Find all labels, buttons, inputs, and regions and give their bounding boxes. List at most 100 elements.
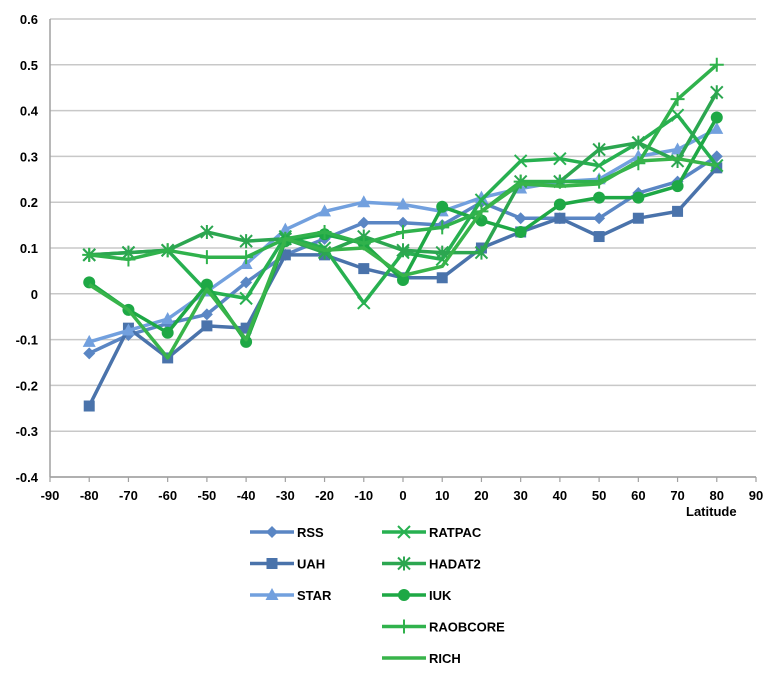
y-tick-label: 0.5 <box>20 58 38 73</box>
data-point-marker <box>82 334 96 347</box>
legend-label: UAH <box>297 557 325 572</box>
data-point-marker <box>514 225 527 238</box>
x-tick-label: 90 <box>749 488 763 503</box>
x-tick-label: 10 <box>435 488 449 503</box>
x-axis-title: Latitude <box>686 504 737 519</box>
legend-item-rss: RSS <box>250 525 324 540</box>
legend-item-ratpac: RATPAC <box>382 525 482 540</box>
data-point-marker <box>396 224 410 239</box>
legend-label: RSS <box>297 525 324 540</box>
data-point-marker <box>554 212 566 224</box>
y-tick-labels: -0.4 -0.3 -0.2 -0.1 0 0.1 0.2 0.3 0.4 0.5 0.6 <box>16 12 39 485</box>
x-tick-label: -80 <box>80 488 99 503</box>
data-point-marker <box>593 212 606 225</box>
x-tick-label: 30 <box>513 488 527 503</box>
legend: RSS UAH STAR RATPAC HADAT2 IUK RAOBCORE RICH <box>250 525 505 666</box>
data-point-marker <box>397 216 409 229</box>
data-point-marker <box>160 243 175 258</box>
data-point-marker <box>82 247 97 262</box>
data-point-marker <box>357 195 371 208</box>
x-tick-label: 70 <box>670 488 684 503</box>
data-point-marker <box>398 589 410 601</box>
x-tick-label: 40 <box>553 488 567 503</box>
data-point-marker <box>710 85 724 100</box>
legend-label: STAR <box>297 588 332 603</box>
data-point-marker <box>670 108 685 122</box>
legend-item-raobcore: RAOBCORE <box>382 619 505 635</box>
data-point-marker <box>266 558 278 569</box>
data-point-marker <box>358 263 370 275</box>
data-point-marker <box>474 190 488 203</box>
data-point-marker <box>240 322 252 334</box>
data-point-marker <box>592 158 606 173</box>
data-point-marker <box>357 216 370 229</box>
data-point-marker <box>711 162 723 174</box>
data-point-marker <box>593 191 606 204</box>
data-point-marker <box>121 323 135 336</box>
data-point-marker <box>239 291 253 306</box>
data-point-marker <box>474 193 489 207</box>
x-tick-label: 20 <box>474 488 488 503</box>
y-tick-label: -0.1 <box>16 333 38 348</box>
data-point-marker <box>199 250 214 265</box>
data-point-marker <box>435 220 450 235</box>
legend-item-uah: UAH <box>250 557 325 572</box>
legend-label: RICH <box>429 651 461 666</box>
data-point-marker <box>670 92 685 107</box>
x-tick-label: -90 <box>41 488 60 503</box>
x-tick-labels: -90 -80 -70 -60 -50 -40 -30 -20 -10 0 10 20 30 40 50 60… <box>41 488 764 503</box>
data-point-marker <box>396 197 410 210</box>
data-point-marker <box>632 212 644 224</box>
legend-label: IUK <box>429 588 452 603</box>
data-point-marker <box>671 142 685 155</box>
data-point-marker <box>239 250 254 265</box>
x-tick-label: -30 <box>276 488 295 503</box>
x-tick-label: -10 <box>354 488 373 503</box>
data-point-marker <box>279 249 291 261</box>
data-point-marker <box>240 276 253 289</box>
data-point-marker <box>357 296 371 310</box>
data-point-marker <box>265 588 279 600</box>
data-point-marker <box>397 274 409 287</box>
legend-item-star: STAR <box>250 588 332 603</box>
data-point-marker <box>631 135 646 150</box>
y-tick-label: 0.1 <box>20 241 38 256</box>
data-point-marker <box>397 556 411 571</box>
data-point-marker <box>435 245 449 260</box>
data-point-marker <box>436 272 448 284</box>
data-point-marker <box>200 308 213 321</box>
data-point-marker <box>710 111 723 124</box>
data-point-marker <box>513 174 528 189</box>
data-point-marker <box>161 326 174 339</box>
data-point-marker <box>397 525 411 539</box>
data-point-marker <box>710 121 724 134</box>
data-point-marker <box>161 311 175 324</box>
y-tick-label: 0.2 <box>20 195 38 210</box>
data-point-marker <box>278 222 292 235</box>
series-lines <box>82 57 724 412</box>
data-point-marker <box>239 234 253 249</box>
data-point-marker <box>593 231 605 243</box>
data-point-marker <box>672 205 684 217</box>
data-point-marker <box>592 142 606 157</box>
x-tick-label: 60 <box>631 488 645 503</box>
data-point-marker <box>201 320 213 332</box>
legend-item-iuk: IUK <box>382 588 452 603</box>
y-tick-label: 0.4 <box>20 104 39 119</box>
data-point-marker <box>266 526 278 538</box>
y-tick-label: 0.6 <box>20 12 38 27</box>
data-point-marker <box>121 252 136 267</box>
legend-label: RATPAC <box>429 525 482 540</box>
x-tick-label: 0 <box>399 488 406 503</box>
y-tick-label: -0.3 <box>16 424 38 439</box>
legend-item-rich: RICH <box>382 651 461 666</box>
data-point-marker <box>671 180 684 193</box>
x-tick-label: -60 <box>158 488 177 503</box>
data-point-marker <box>83 347 96 360</box>
data-point-marker <box>318 204 332 217</box>
legend-label: HADAT2 <box>429 557 481 572</box>
y-tick-label: 0 <box>31 287 38 302</box>
data-point-marker <box>553 198 566 211</box>
data-point-marker <box>513 154 528 168</box>
data-point-marker <box>514 212 527 225</box>
